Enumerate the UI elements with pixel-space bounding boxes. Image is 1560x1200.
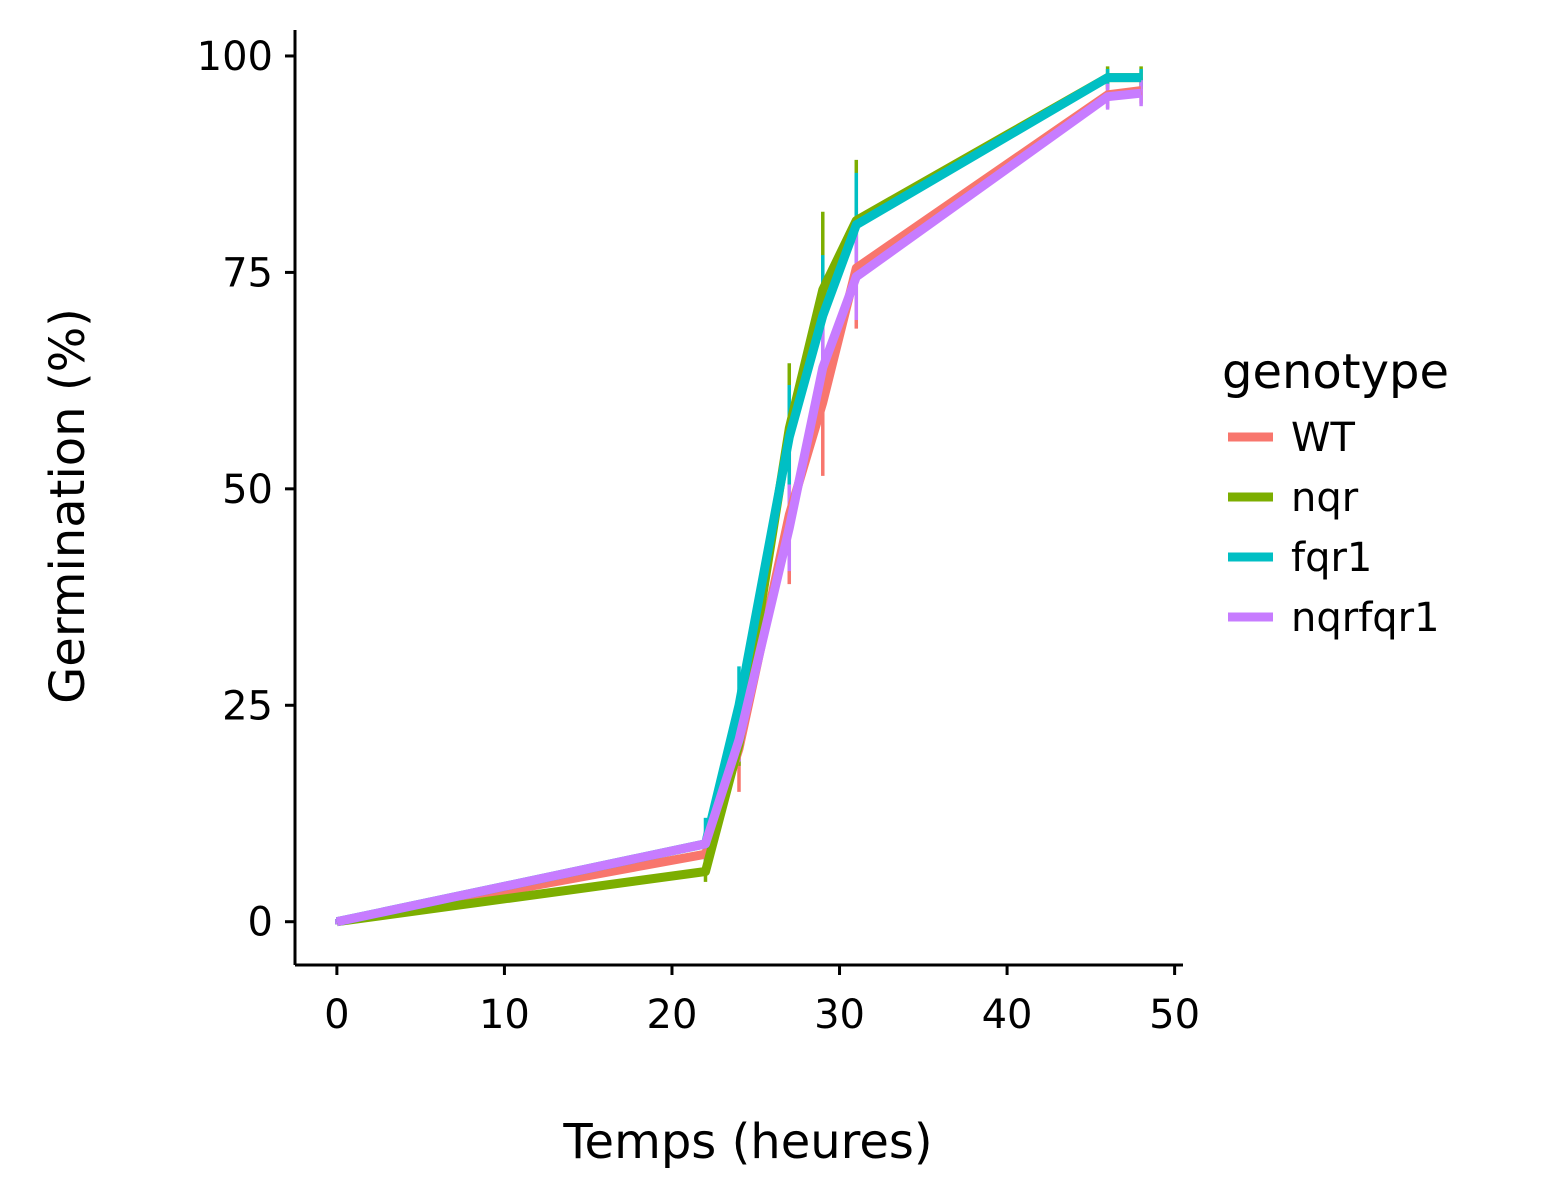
series-line-nqr <box>336 73 1142 927</box>
x-axis-ticks: 0 10 20 30 40 50 <box>324 965 1200 1038</box>
legend-label-nqr: nqr <box>1291 475 1359 521</box>
x-tick-label: 50 <box>1149 992 1200 1038</box>
series-line-nqrfqr1 <box>335 88 1142 927</box>
y-axis-ticks: 0 25 50 75 100 <box>197 34 295 946</box>
y-tick-label: 50 <box>222 467 273 513</box>
legend-label-wt: WT <box>1291 415 1356 461</box>
y-axis-title: Germination (%) <box>40 308 96 704</box>
error-bars <box>335 66 1143 925</box>
series-lines <box>335 73 1142 927</box>
x-axis-title: Temps (heures) <box>562 1114 932 1170</box>
axes <box>293 30 1183 967</box>
legend-label-nqrfqr1: nqrfqr1 <box>1291 595 1440 641</box>
series-line-fqr1 <box>335 73 1142 927</box>
y-tick-label: 75 <box>222 250 273 296</box>
y-tick-label: 100 <box>197 34 273 80</box>
x-tick-label: 20 <box>647 992 698 1038</box>
legend-title: genotype <box>1222 344 1449 400</box>
x-tick-label: 0 <box>324 992 349 1038</box>
x-tick-label: 40 <box>982 992 1033 1038</box>
series-line-wt <box>336 86 1142 927</box>
y-tick-label: 25 <box>222 683 273 729</box>
x-tick-label: 30 <box>814 992 865 1038</box>
y-tick-label: 0 <box>248 900 273 946</box>
legend-label-fqr1: fqr1 <box>1291 535 1372 581</box>
x-tick-label: 10 <box>479 992 530 1038</box>
